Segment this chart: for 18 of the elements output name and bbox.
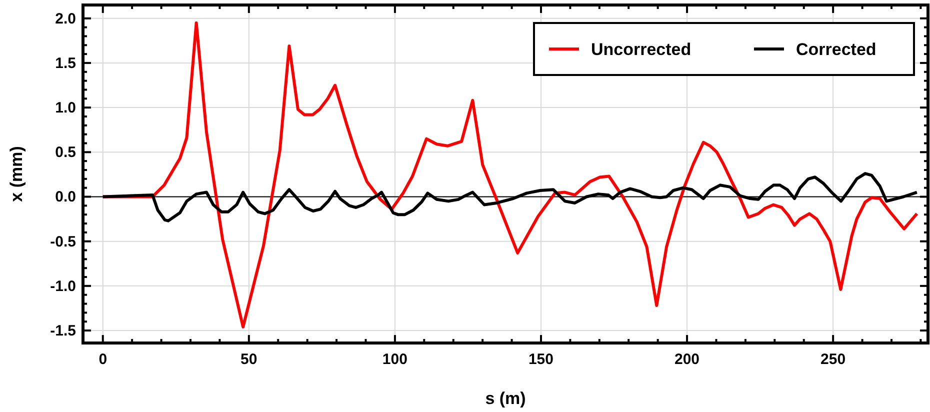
legend-label: Corrected (796, 40, 876, 59)
x-tick-label: 50 (240, 351, 258, 368)
x-tick-label: 250 (820, 351, 846, 368)
x-tick-label: 150 (528, 351, 554, 368)
x-tick-label: 0 (98, 351, 108, 368)
x-axis-title: s (m) (485, 389, 526, 408)
x-tick-label: 100 (382, 351, 408, 368)
y-tick-label: 0.5 (55, 144, 76, 162)
y-tick-label: -1.5 (50, 322, 76, 340)
y-tick-label: 0.0 (55, 188, 76, 206)
y-tick-label: 1.5 (55, 54, 76, 72)
y-tick-label: -1.0 (50, 278, 76, 295)
x-tick-label: 200 (674, 351, 700, 368)
y-tick-label: 2.0 (55, 10, 76, 28)
y-axis-title: x (mm) (7, 146, 26, 202)
y-tick-label: 1.0 (55, 100, 76, 117)
y-tick-label: -0.5 (50, 233, 76, 250)
legend-label: Uncorrected (591, 40, 692, 59)
